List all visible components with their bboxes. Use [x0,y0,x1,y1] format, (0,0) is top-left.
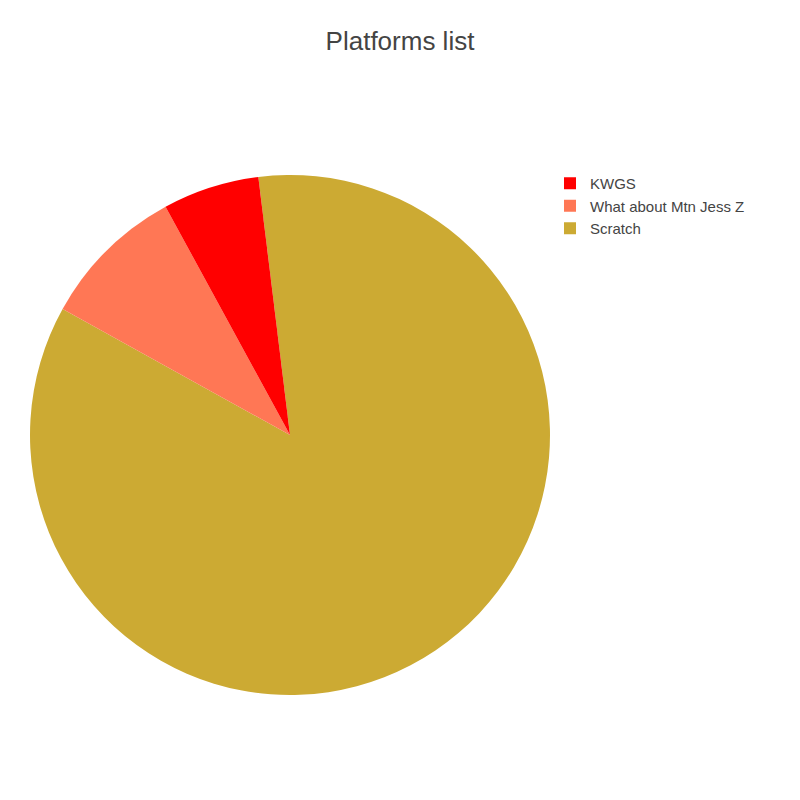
svg-text:What about Mtn Jess Z: What about Mtn Jess Z [590,198,744,215]
svg-text:Platforms list: Platforms list [326,26,476,56]
svg-text:KWGS: KWGS [590,175,636,192]
svg-text:Scratch: Scratch [590,220,641,237]
